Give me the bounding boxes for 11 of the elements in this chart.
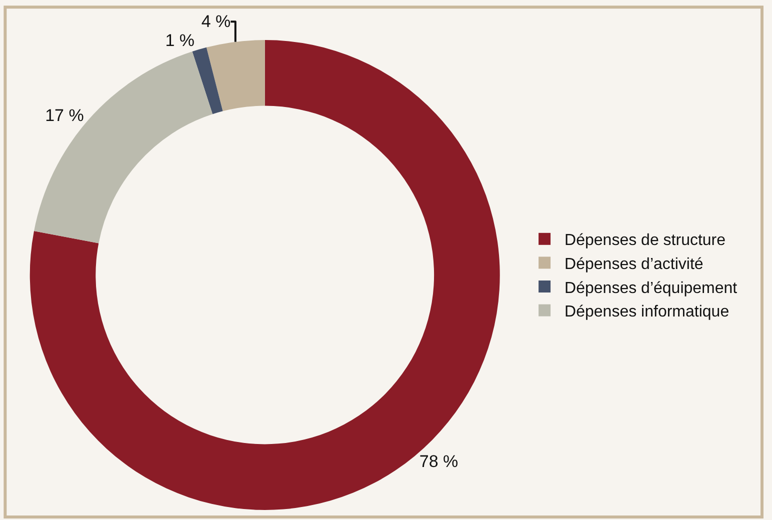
donut-slice — [192, 47, 223, 114]
legend-label: Dépenses d’équipement — [564, 280, 738, 297]
donut-slice — [34, 52, 213, 244]
data-label: 17 % — [45, 106, 84, 125]
legend-label: Dépenses de structure — [564, 232, 726, 250]
legend-label: Dépenses d’activité — [564, 256, 704, 273]
data-label: 78 % — [419, 452, 458, 472]
data-label: 1 % — [165, 31, 195, 50]
legend-label: Dépenses informatique — [564, 304, 730, 321]
donut-slice — [206, 40, 265, 112]
data-label: 4 % — [201, 12, 231, 32]
